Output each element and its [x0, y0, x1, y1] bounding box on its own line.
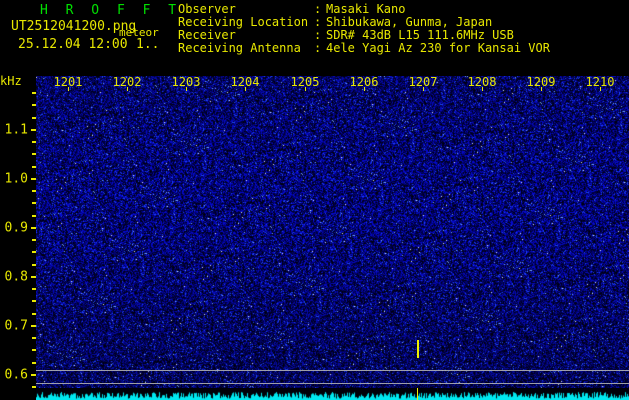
x-axis-tick-label: 1207	[408, 75, 438, 89]
file-name-label: UT2512041200.png	[11, 19, 137, 34]
spectrogram-gridline	[36, 383, 629, 384]
y-axis-minor-tick	[32, 313, 36, 315]
playback-cursor[interactable]	[417, 388, 418, 400]
y-axis-minor-tick	[32, 141, 36, 143]
metadata-label: Receiving Antenna	[178, 41, 301, 55]
metadata-value: 4ele Yagi Az 230 for Kansai VOR	[326, 41, 550, 55]
y-axis-minor-tick	[32, 202, 36, 204]
y-axis-minor-tick	[32, 92, 36, 94]
axis-corner-filler	[0, 388, 36, 400]
x-axis-tick-mark	[541, 87, 542, 91]
y-axis-minor-tick	[32, 264, 36, 266]
metadata-colon: :	[314, 41, 322, 55]
y-axis-tick-mark	[31, 129, 36, 131]
spectrogram-noise-layer	[36, 76, 629, 388]
y-axis-minor-tick	[32, 300, 36, 302]
header-panel: H R O F F T UT2512041200.png meteor 25.1…	[0, 0, 629, 70]
x-axis-tick-mark	[482, 87, 483, 91]
y-axis-minor-tick	[32, 104, 36, 106]
y-axis-tick-label: 1.0	[4, 171, 28, 187]
x-axis-tick-label: 1210	[585, 75, 615, 89]
y-axis-tick-mark	[31, 178, 36, 180]
spectrogram-canvas[interactable]	[36, 76, 629, 388]
y-axis-tick-mark	[31, 227, 36, 229]
metadata-label: Receiving Location	[178, 15, 309, 29]
y-axis-minor-tick	[32, 166, 36, 168]
metadata-colon: :	[314, 15, 322, 29]
y-axis-minor-tick	[32, 288, 36, 290]
metadata-label: Observer	[178, 2, 236, 16]
metadata-row: Receiving Location : Shibukawa, Gunma, J…	[178, 16, 550, 29]
y-axis-minor-tick	[32, 239, 36, 241]
file-extra-label: 1..	[136, 37, 160, 52]
observation-metadata: Observer : Masaki Kano Receiving Locatio…	[178, 3, 550, 55]
y-axis-tick-label: 0.6	[4, 367, 28, 383]
x-axis-tick-label: 1205	[290, 75, 320, 89]
x-axis-tick-label: 1209	[526, 75, 556, 89]
y-axis-tick-label: 0.8	[4, 269, 28, 285]
metadata-value: SDR# 43dB L15 111.6MHz USB	[326, 28, 514, 42]
metadata-colon: :	[314, 28, 322, 42]
y-axis: 1.1 1.0 0.9 0.8 0.7 0.6	[0, 74, 36, 400]
y-axis-minor-tick	[32, 251, 36, 253]
metadata-label: Receiver	[178, 28, 236, 42]
y-axis-tick-mark	[31, 276, 36, 278]
x-axis-tick-label: 1202	[112, 75, 142, 89]
metadata-row: Observer : Masaki Kano	[178, 3, 550, 16]
y-axis-unit-label: kHz	[0, 74, 22, 88]
x-axis-tick-label: 1204	[230, 75, 260, 89]
x-axis-tick-mark	[305, 87, 306, 91]
file-kind-label: meteor	[119, 26, 159, 39]
x-axis-tick-mark	[423, 87, 424, 91]
metadata-value: Masaki Kano	[326, 2, 406, 16]
x-axis-tick-mark	[600, 87, 601, 91]
x-axis-tick-label: 1201	[53, 75, 83, 89]
metadata-colon: :	[314, 2, 322, 16]
y-axis-minor-tick	[32, 349, 36, 351]
y-axis-tick-mark	[31, 325, 36, 327]
x-axis-tick-mark	[245, 87, 246, 91]
metadata-row: Receiving Antenna : 4ele Yagi Az 230 for…	[178, 42, 550, 55]
y-axis-minor-tick	[32, 190, 36, 192]
y-axis-minor-tick	[32, 215, 36, 217]
meteor-echo-marker	[417, 340, 419, 358]
metadata-row: Receiver : SDR# 43dB L15 111.6MHz USB	[178, 29, 550, 42]
y-axis-tick-label: 1.1	[4, 122, 28, 138]
x-axis-tick-mark	[364, 87, 365, 91]
x-axis-tick-mark	[127, 87, 128, 91]
y-axis-minor-tick	[32, 362, 36, 364]
signal-power-waveform	[36, 391, 629, 400]
y-axis-minor-tick	[32, 117, 36, 119]
y-axis-tick-label: 0.9	[4, 220, 28, 236]
x-axis-tick-mark	[186, 87, 187, 91]
x-axis-tick-label: 1206	[349, 75, 379, 89]
x-axis-tick-label: 1208	[467, 75, 497, 89]
x-axis-tick-mark	[68, 87, 69, 91]
y-axis-minor-tick	[32, 153, 36, 155]
signal-power-strip[interactable]	[36, 388, 629, 400]
metadata-value: Shibukawa, Gunma, Japan	[326, 15, 493, 29]
y-axis-minor-tick	[32, 337, 36, 339]
y-axis-tick-label: 0.7	[4, 318, 28, 334]
file-timestamp-label: 25.12.04 12:00	[18, 37, 128, 52]
y-axis-tick-mark	[31, 374, 36, 376]
y-axis-minor-tick	[32, 386, 36, 388]
x-axis-tick-label: 1203	[171, 75, 201, 89]
app-title: H R O F F T	[40, 3, 182, 18]
spectrogram-gridline	[36, 370, 629, 371]
x-axis: kHz 1201 1202 1203 1204 1205 1206 1207 1208 1209…	[0, 74, 629, 91]
